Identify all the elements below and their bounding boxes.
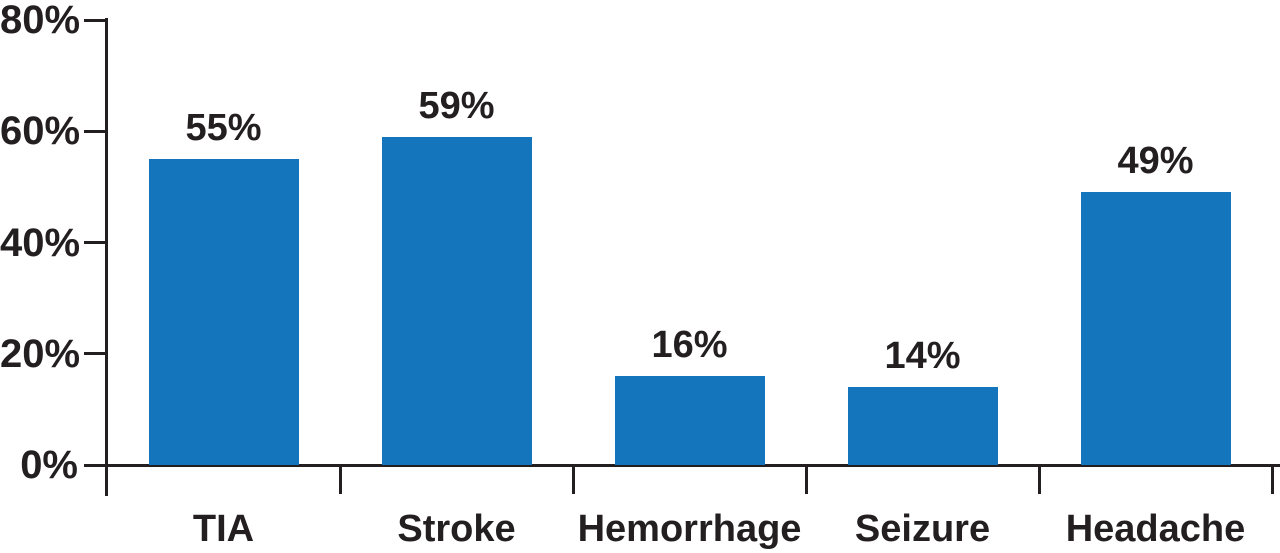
category-label: Headache	[1065, 508, 1246, 550]
bar-value-label: 59%	[418, 84, 495, 127]
y-axis-tick-label: 0%	[20, 443, 78, 487]
y-axis-tick	[84, 463, 107, 467]
x-axis-tick	[1037, 465, 1041, 494]
bar-stroke	[381, 136, 532, 465]
y-axis-tick	[84, 18, 107, 22]
bar-value-label: 49%	[1117, 140, 1194, 183]
x-axis-baseline	[84, 463, 1280, 467]
y-axis-tick	[84, 352, 107, 356]
bar-tia	[148, 159, 299, 465]
x-axis-tick	[804, 465, 808, 494]
x-axis-tick	[338, 465, 342, 494]
y-axis-tick-label: 40%	[0, 220, 81, 265]
y-axis-tick-label: 60%	[0, 109, 81, 154]
bar-hemorrhage	[614, 376, 765, 465]
y-axis-tick	[84, 129, 107, 133]
bar-seizure	[847, 387, 998, 465]
x-axis-tick	[1270, 465, 1274, 494]
bar-value-label: 55%	[185, 107, 262, 150]
bar-value-label: 14%	[884, 335, 961, 378]
category-label: Stroke	[397, 508, 516, 550]
y-axis-tick	[84, 241, 107, 244]
bar-headache	[1080, 192, 1231, 465]
y-axis-tick-label: 20%	[0, 331, 81, 376]
category-label: Hemorrhage	[577, 508, 802, 550]
category-label: TIA	[192, 508, 255, 550]
x-axis-tick	[571, 465, 575, 494]
y-axis-tick-label: 80%	[0, 0, 81, 42]
category-label: Seizure	[854, 508, 991, 550]
bar-value-label: 16%	[651, 324, 728, 366]
y-axis-line	[105, 18, 108, 496]
